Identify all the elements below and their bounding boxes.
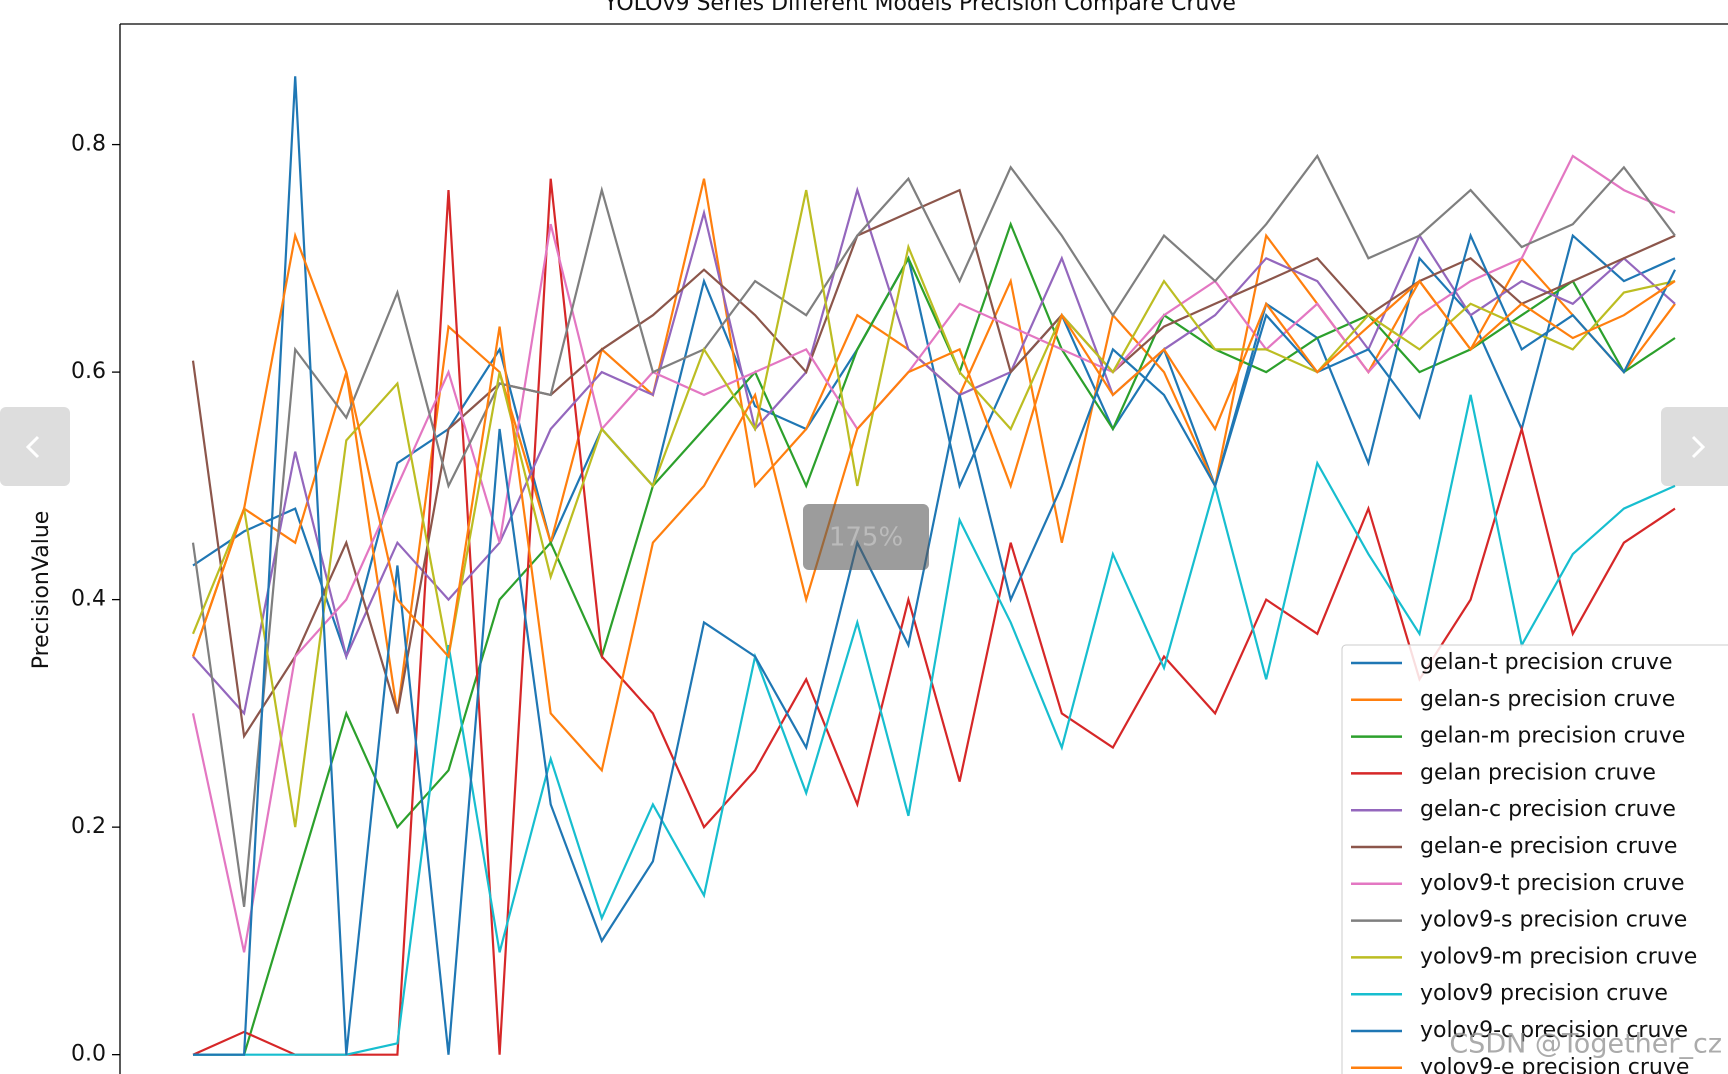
series-line [191, 153, 1676, 907]
series-line [191, 189, 1676, 828]
legend-label: yolov9-c precision cruve [1420, 1018, 1688, 1043]
chart-title: YOLOv9 Series Different Models Precision… [603, 0, 1236, 16]
legend-label: yolov9-e precision cruve [1420, 1055, 1689, 1074]
zoom-badge [803, 504, 929, 570]
series-line [193, 221, 1676, 1056]
watermark: CSDN @Together_cz [1449, 1029, 1722, 1060]
legend-label: gelan-s precision cruve [1420, 687, 1675, 712]
plot: 0.0 0.2 0.4 0.6 0.8 [71, 23, 1728, 1074]
prev-icon [25, 435, 40, 459]
y-tick-label: 0.2 [71, 814, 106, 839]
zoom-level: 175% [829, 523, 903, 553]
legend-label: gelan-m precision cruve [1420, 724, 1685, 749]
y-tick-label: 0.6 [71, 359, 106, 384]
series-line [191, 188, 1676, 740]
next-button[interactable] [1661, 407, 1728, 486]
legend-label: yolov9-m precision cruve [1420, 944, 1697, 969]
legend-box [1341, 644, 1728, 1074]
prev-button[interactable] [0, 407, 70, 486]
legend-label: yolov9-s precision cruve [1420, 908, 1687, 933]
series-line [191, 231, 1676, 773]
legend-label: gelan-t precision cruve [1420, 650, 1672, 675]
y-tick-label: 0.8 [71, 132, 106, 157]
series-line [193, 76, 1676, 1056]
legend-label: gelan precision cruve [1420, 760, 1656, 785]
series-line [191, 154, 1676, 953]
legend-label: gelan-c precision cruve [1420, 797, 1676, 822]
next-icon [1691, 435, 1706, 459]
y-axis-label: PrecisionValue [29, 511, 54, 670]
legend-label: yolov9-t precision cruve [1420, 871, 1685, 896]
series-line [193, 394, 1676, 1056]
y-tick-label: 0.0 [71, 1042, 106, 1067]
y-tick-label: 0.4 [71, 587, 106, 612]
legend-label: yolov9 precision cruve [1420, 981, 1668, 1006]
series-line [192, 186, 1676, 716]
legend-label: gelan-e precision cruve [1420, 834, 1677, 859]
legend: gelan-t precision cruve gelan-s precision… [1341, 644, 1728, 1074]
